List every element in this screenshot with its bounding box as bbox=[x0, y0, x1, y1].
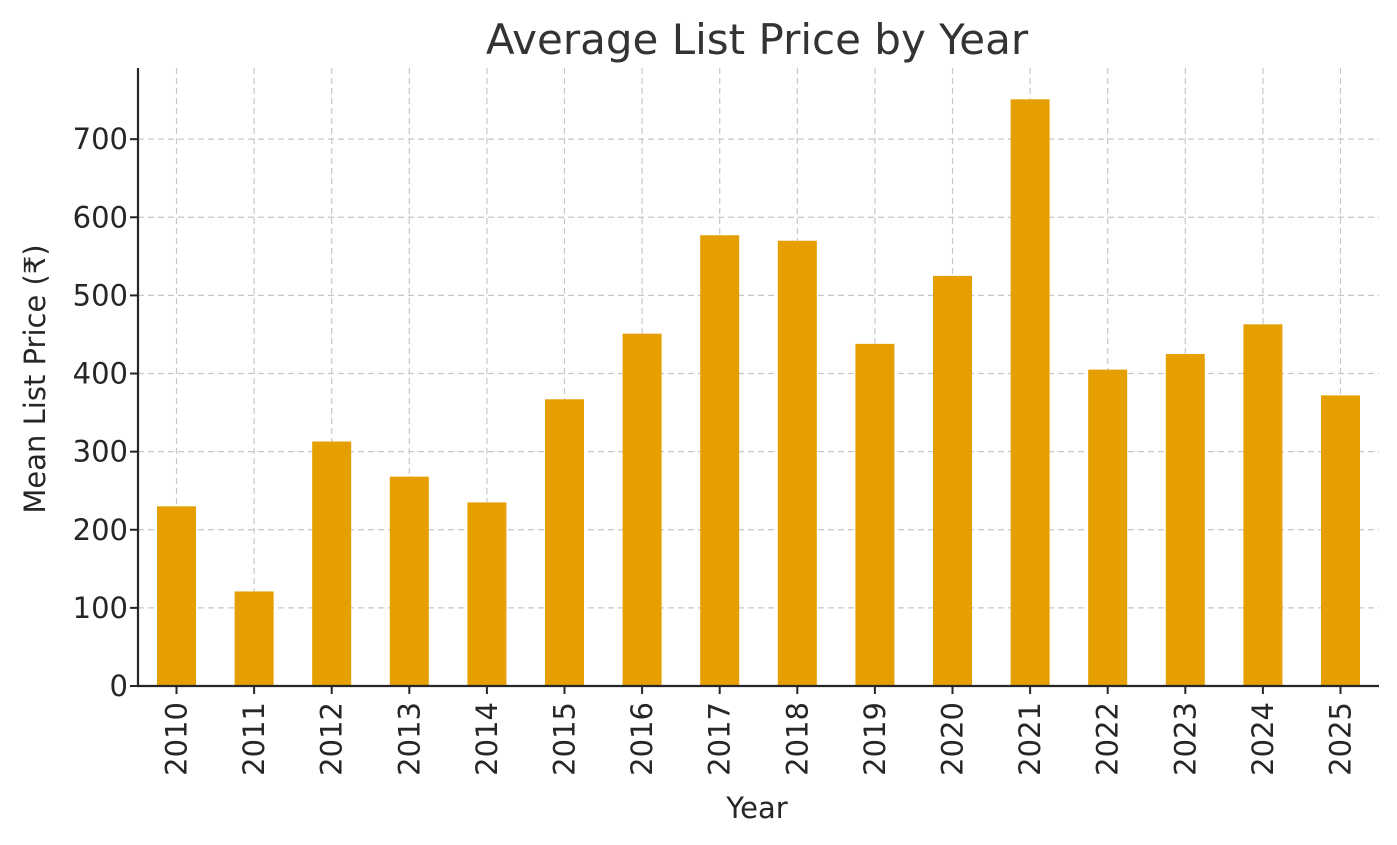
bar-2010 bbox=[157, 506, 196, 686]
bar-2015 bbox=[545, 399, 584, 686]
x-tick-label: 2015 bbox=[548, 702, 582, 776]
bars bbox=[157, 99, 1360, 687]
x-tick-label: 2025 bbox=[1324, 702, 1358, 776]
y-tick-label: 600 bbox=[73, 200, 128, 234]
x-tick-label: 2014 bbox=[470, 702, 504, 776]
y-tick-label: 700 bbox=[73, 122, 128, 156]
bar-2019 bbox=[855, 343, 895, 686]
x-tick-label: 2024 bbox=[1246, 702, 1280, 776]
x-axis-label: Year bbox=[725, 791, 787, 825]
bar-2016 bbox=[622, 333, 662, 686]
x-tick-label: 2020 bbox=[936, 702, 970, 776]
y-tick-label: 400 bbox=[73, 357, 128, 391]
y-tick-label: 300 bbox=[73, 435, 128, 469]
y-tick-label: 0 bbox=[110, 669, 128, 703]
x-tick-label: 2012 bbox=[315, 702, 349, 776]
bar-2023 bbox=[1165, 353, 1205, 686]
y-axis-ticks: 0 100 200 300 400 500 600 700 bbox=[73, 122, 138, 703]
bar-2018 bbox=[777, 240, 817, 686]
y-tick-label: 100 bbox=[73, 591, 128, 625]
bar-2022 bbox=[1088, 369, 1128, 686]
y-tick-label: 200 bbox=[73, 513, 128, 547]
x-tick-label: 2017 bbox=[703, 702, 737, 776]
bar-2011 bbox=[234, 591, 274, 686]
bar-2017 bbox=[700, 235, 740, 686]
bar-2024 bbox=[1243, 324, 1283, 686]
bar-2020 bbox=[933, 275, 972, 686]
x-tick-label: 2023 bbox=[1168, 702, 1202, 776]
x-tick-label: 2022 bbox=[1091, 702, 1125, 776]
x-tick-label: 2021 bbox=[1013, 702, 1047, 776]
y-tick-label: 500 bbox=[73, 278, 128, 312]
x-tick-label: 2019 bbox=[858, 702, 892, 776]
bar-2013 bbox=[389, 476, 429, 686]
x-tick-label: 2018 bbox=[780, 702, 814, 776]
y-axis-label: Mean List Price (₹) bbox=[18, 244, 52, 513]
bar-2012 bbox=[312, 441, 352, 686]
x-tick-label: 2013 bbox=[392, 702, 426, 776]
chart-title: Average List Price by Year bbox=[486, 15, 1029, 64]
bar-2021 bbox=[1010, 99, 1050, 687]
x-tick-label: 2011 bbox=[237, 702, 271, 776]
x-axis-ticks: 2010 2011 2012 2013 2014 2015 2016 2017 2018 2019… bbox=[160, 686, 1358, 776]
x-tick-label: 2016 bbox=[625, 702, 659, 776]
x-tick-label: 2010 bbox=[160, 702, 194, 776]
bar-2014 bbox=[467, 502, 507, 686]
bar-2025 bbox=[1321, 395, 1360, 686]
